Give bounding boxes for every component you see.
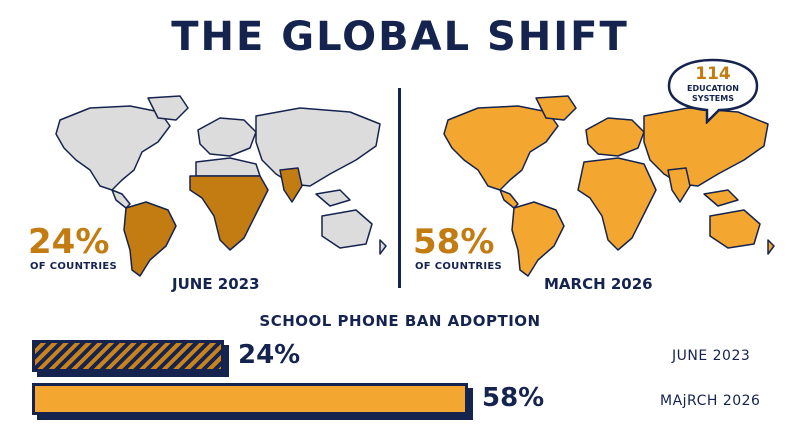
- africa-south-shape: [189, 175, 269, 251]
- nz-shape: [379, 239, 387, 255]
- right-percentage: 58%: [413, 222, 495, 262]
- bar-june-2023-value: 24%: [238, 340, 301, 370]
- left-percentage-subtitle: OF COUNTRIES: [30, 261, 118, 272]
- europe-shape: [197, 117, 257, 157]
- right-date-label: MARCH 2026: [544, 275, 653, 293]
- se-asia-shape: [703, 189, 739, 207]
- australia-shape: [709, 209, 761, 249]
- callout-text-line2: SYSTEMS: [692, 94, 734, 103]
- world-map-march-2026: [443, 95, 775, 277]
- left-percentage: 24%: [28, 222, 110, 262]
- bar-march-2026-value: 58%: [482, 383, 545, 413]
- asia-shape: [643, 107, 769, 187]
- central-america-shape: [111, 189, 131, 209]
- panel-divider: [398, 88, 401, 288]
- greenland-shape: [535, 95, 577, 121]
- bar-june-2023: [32, 340, 224, 372]
- bar-march-2026-date: MAjRCH 2026: [660, 393, 761, 409]
- australia-shape: [321, 209, 373, 249]
- south-america-shape: [511, 201, 565, 277]
- bar-march-2026: [32, 383, 468, 415]
- se-asia-shape: [315, 189, 351, 207]
- greenland-shape: [147, 95, 189, 121]
- callout-number: 114: [695, 64, 731, 84]
- africa-shape: [577, 157, 657, 251]
- north-america-shape: [443, 105, 559, 191]
- callout-text-line1: EDUCATION: [687, 84, 739, 93]
- central-america-shape: [499, 189, 519, 209]
- india-shape: [667, 167, 691, 203]
- north-america-shape: [55, 105, 171, 191]
- callout-text: EDUCATION SYSTEMS: [667, 84, 759, 104]
- section-title: SCHOOL PHONE BAN ADOPTION: [259, 312, 541, 330]
- asia-shape: [255, 107, 381, 187]
- africa-north-shape: [195, 157, 261, 177]
- right-percentage-subtitle: OF COUNTRIES: [415, 261, 503, 272]
- speech-bubble-icon: [667, 58, 759, 124]
- india-shape: [279, 167, 303, 203]
- nz-shape: [767, 239, 775, 255]
- page-title: THE GLOBAL SHIFT: [171, 14, 629, 60]
- world-map-june-2023: [55, 95, 387, 277]
- left-date-label: JUNE 2023: [172, 275, 260, 293]
- bar-june-2023-date: JUNE 2023: [672, 348, 751, 364]
- south-america-shape: [123, 201, 177, 277]
- europe-shape: [585, 117, 645, 157]
